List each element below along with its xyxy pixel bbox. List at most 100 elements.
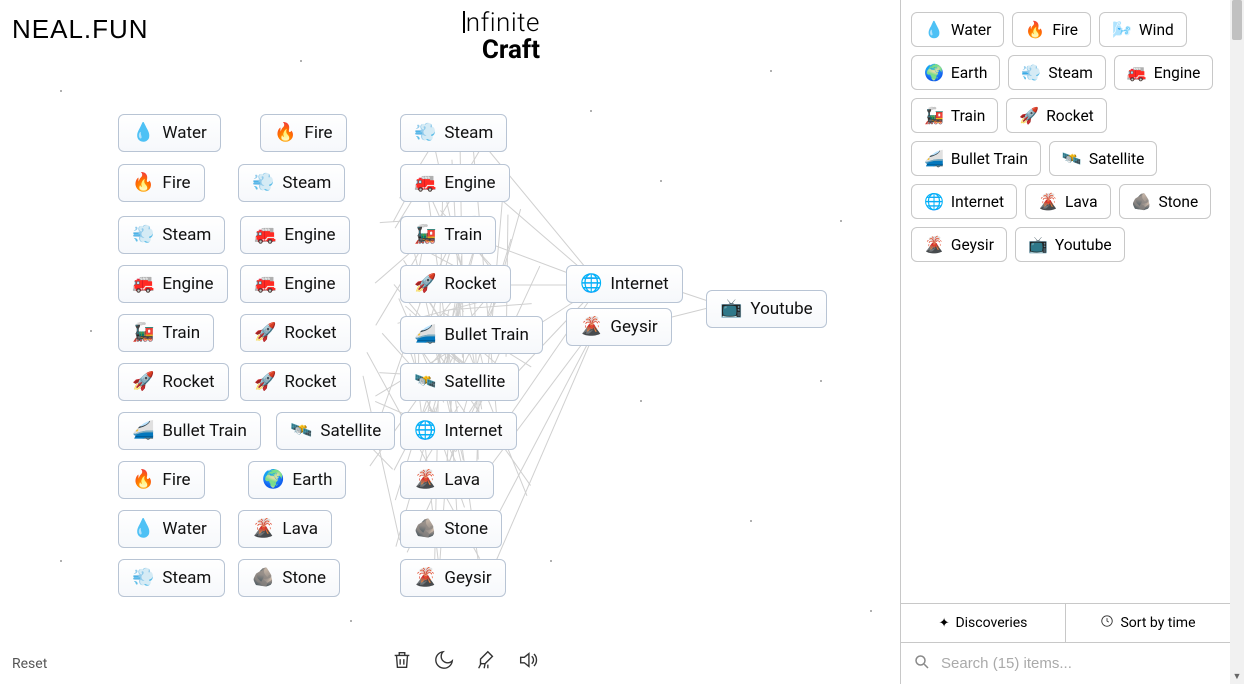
bg-dot <box>350 620 352 622</box>
canvas-item[interactable]: 🚄Bullet Train <box>400 316 543 354</box>
page-scrollbar[interactable]: ▲ ▼ <box>1230 0 1244 684</box>
inventory-item[interactable]: 🌋Lava <box>1025 184 1110 219</box>
reset-button[interactable]: Reset <box>12 656 47 672</box>
item-label: Stone <box>444 519 488 539</box>
item-label: Steam <box>282 173 331 193</box>
canvas-item[interactable]: 💧Water <box>118 114 221 152</box>
bg-dot <box>840 220 842 222</box>
inventory-item[interactable]: 💨Steam <box>1008 55 1105 90</box>
engine-icon: 🚒 <box>132 275 154 293</box>
item-label: Earth <box>292 470 332 490</box>
canvas-item[interactable]: 🪨 Stone <box>400 510 502 548</box>
youtube-icon: 📺 <box>1028 235 1048 254</box>
sound-icon[interactable] <box>516 648 540 672</box>
canvas-item[interactable]: 🚀Rocket <box>118 363 229 401</box>
fire-icon: 🔥 <box>274 124 296 142</box>
canvas-item[interactable]: 🔥Fire <box>118 164 205 202</box>
canvas-item[interactable]: 🌋Geysir <box>566 308 672 346</box>
rocket-icon: 🚀 <box>1019 106 1039 125</box>
scroll-thumb[interactable] <box>1232 0 1242 40</box>
internet-icon: 🌐 <box>414 422 436 440</box>
clean-icon[interactable] <box>474 648 498 672</box>
canvas-area[interactable]: NEAL.FUN nfinite Craft Reset 💧Water🔥Fire… <box>0 0 900 684</box>
canvas-item[interactable]: 🌍 Earth <box>248 461 346 499</box>
bg-dot <box>870 610 872 612</box>
canvas-item[interactable]: 🔥Fire <box>118 461 205 499</box>
inventory-item[interactable]: 🚂Train <box>911 98 998 133</box>
inventory-item[interactable]: 🌐Internet <box>911 184 1017 219</box>
item-label: Fire <box>162 470 190 490</box>
earth-icon: 🌍 <box>262 471 284 489</box>
inventory-item[interactable]: 🚄Bullet Train <box>911 141 1041 176</box>
canvas-item[interactable]: 🚀Rocket <box>400 265 511 303</box>
canvas-item[interactable]: 🌋Geysir <box>400 559 506 597</box>
steam-icon: 💨 <box>132 569 154 587</box>
inventory-item[interactable]: 📺Youtube <box>1015 227 1125 262</box>
inventory-item[interactable]: 🌋Geysir <box>911 227 1007 262</box>
canvas-item[interactable]: 💨Steam <box>118 216 225 254</box>
earth-icon: 🌍 <box>924 63 944 82</box>
inventory-item[interactable]: 🌬️ Wind <box>1099 12 1187 47</box>
trash-icon[interactable] <box>390 648 414 672</box>
item-label: Internet <box>444 421 502 441</box>
inventory-item[interactable]: 🚀Rocket <box>1006 98 1106 133</box>
inventory-item-label: Wind <box>1139 21 1174 39</box>
rocket-icon: 🚀 <box>414 275 436 293</box>
item-label: Bullet Train <box>444 325 528 345</box>
canvas-item[interactable]: 🚂Train <box>400 216 496 254</box>
sort-button[interactable]: Sort by time <box>1065 604 1230 642</box>
inventory-item[interactable]: 💧Water <box>911 12 1004 47</box>
bullet-train-icon: 🚄 <box>132 422 154 440</box>
bg-dot <box>60 560 62 562</box>
item-label: Bullet Train <box>162 421 246 441</box>
item-label: Rocket <box>284 323 336 343</box>
canvas-item[interactable]: 🌐Internet <box>566 265 683 303</box>
canvas-item[interactable]: 🌋Lava <box>400 461 494 499</box>
item-label: Engine <box>284 225 335 245</box>
canvas-item[interactable]: 🚀Rocket <box>240 363 351 401</box>
inventory-item[interactable]: 🔥Fire <box>1012 12 1091 47</box>
canvas-item[interactable]: 🛰️Satellite <box>400 363 519 401</box>
canvas-item[interactable]: 💧Water <box>118 510 221 548</box>
canvas-item[interactable]: 💨Steam <box>238 164 345 202</box>
canvas-item[interactable]: 💨Steam <box>400 114 507 152</box>
canvas-item[interactable]: 💨Steam <box>118 559 225 597</box>
canvas-item[interactable]: 🌋Lava <box>238 510 332 548</box>
canvas-item[interactable]: 🚄 Bullet Train <box>118 412 261 450</box>
canvas-item[interactable]: 📺Youtube <box>706 290 827 328</box>
lava-icon: 🌋 <box>414 471 436 489</box>
dark-mode-icon[interactable] <box>432 648 456 672</box>
lava-icon: 🌋 <box>252 520 274 538</box>
stone-icon: 🪨 <box>1132 192 1152 211</box>
bg-dot <box>660 180 662 182</box>
discoveries-button[interactable]: ✦ Discoveries <box>901 604 1065 642</box>
item-label: Stone <box>282 568 326 588</box>
engine-icon: 🚒 <box>414 174 436 192</box>
canvas-item[interactable]: 🌐 Internet <box>400 412 517 450</box>
inventory-item[interactable]: 🚒Engine <box>1114 55 1214 90</box>
wind-icon: 🌬️ <box>1112 20 1132 39</box>
canvas-item[interactable]: 🛰️Satellite <box>276 412 395 450</box>
canvas-item[interactable]: 🔥Fire <box>260 114 347 152</box>
site-logo[interactable]: NEAL.FUN <box>12 14 149 45</box>
scroll-down-icon[interactable]: ▼ <box>1230 670 1244 684</box>
canvas-item[interactable]: 🚀Rocket <box>240 314 351 352</box>
inventory-item-label: Geysir <box>951 236 994 254</box>
inventory-item[interactable]: 🪨Stone <box>1119 184 1212 219</box>
inventory-item[interactable]: 🛰️Satellite <box>1049 141 1157 176</box>
canvas-item[interactable]: 🚒Engine <box>400 164 510 202</box>
canvas-item[interactable]: 🚂Train <box>118 314 214 352</box>
water-icon: 💧 <box>132 124 154 142</box>
item-label: Engine <box>284 274 335 294</box>
canvas-item[interactable]: 🚒Engine <box>118 265 228 303</box>
satellite-icon: 🛰️ <box>1062 149 1082 168</box>
item-label: Rocket <box>284 372 336 392</box>
stone-icon: 🪨 <box>414 520 436 538</box>
internet-icon: 🌐 <box>580 275 602 293</box>
search-input[interactable] <box>941 655 1218 672</box>
inventory-item[interactable]: 🌍Earth <box>911 55 1000 90</box>
canvas-item[interactable]: 🚒Engine <box>240 216 350 254</box>
inventory-item-label: Water <box>951 21 991 39</box>
canvas-item[interactable]: 🚒Engine <box>240 265 350 303</box>
canvas-item[interactable]: 🪨Stone <box>238 559 340 597</box>
